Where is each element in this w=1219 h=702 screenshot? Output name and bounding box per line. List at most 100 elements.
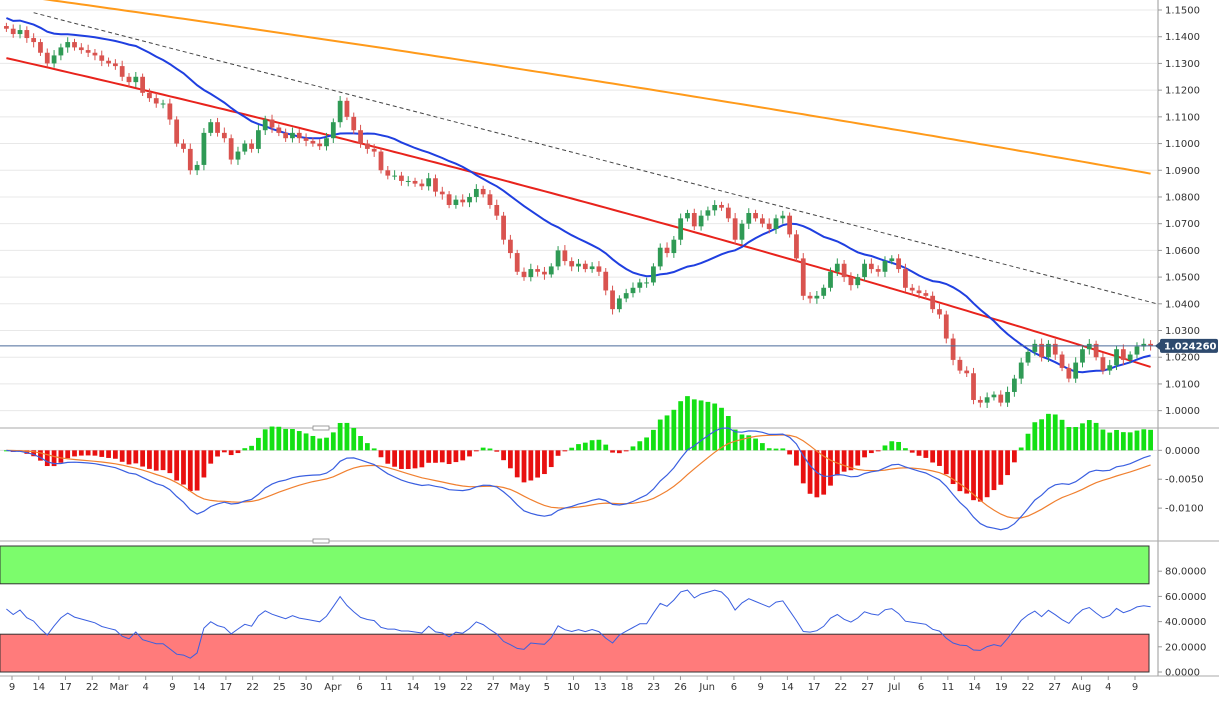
macd-histogram-bar	[821, 450, 827, 495]
macd-histogram-bar	[596, 439, 602, 451]
candle-body	[637, 282, 643, 288]
macd-histogram-bar	[582, 442, 588, 451]
candle-body	[623, 293, 629, 299]
macd-histogram-bar	[508, 450, 513, 469]
candle-body	[358, 130, 363, 144]
candle-body	[344, 100, 350, 117]
candle-body	[1086, 343, 1092, 350]
macd-histogram-bar	[555, 450, 561, 456]
rsi-tick-label: 80.0000	[1165, 567, 1206, 578]
macd-histogram-bar	[51, 450, 57, 467]
macd-histogram-bar	[535, 450, 541, 478]
macd-histogram-bar	[576, 444, 581, 451]
macd-histogram-bar	[800, 450, 806, 484]
candle-body	[446, 194, 452, 205]
candle-body	[875, 269, 881, 272]
time-tick-label: 9	[757, 682, 763, 693]
candle-body	[582, 263, 588, 270]
macd-histogram-bar	[1046, 413, 1051, 451]
macd-histogram-bar	[405, 450, 411, 469]
macd-histogram-bar	[855, 450, 861, 466]
candle-body	[44, 52, 50, 64]
macd-histogram-bar	[296, 431, 302, 451]
rsi-tick-label: 60.0000	[1165, 592, 1206, 603]
candle-body	[385, 170, 391, 176]
candle-body	[153, 98, 159, 104]
candle-body	[651, 266, 656, 283]
macd-histogram-bar	[1032, 422, 1038, 451]
macd-line	[6, 427, 1151, 531]
macd-histogram-bar	[419, 450, 425, 468]
macd-histogram-bar	[337, 422, 343, 451]
candle-body	[753, 213, 758, 219]
macd-histogram-bar	[256, 437, 261, 451]
macd-histogram-bar	[378, 450, 384, 458]
candle-body	[1066, 367, 1072, 379]
panel-resize-handle-1[interactable]	[312, 425, 330, 431]
candle-body	[317, 143, 323, 147]
candle-body	[133, 76, 139, 83]
candle-body	[439, 191, 445, 195]
candle-body	[760, 218, 765, 224]
macd-histogram-bar	[862, 450, 867, 458]
macd-histogram-bar	[964, 450, 970, 494]
macd-histogram-bar	[174, 450, 180, 481]
macd-histogram-bar	[1148, 429, 1153, 451]
macd-histogram-bar	[153, 450, 159, 471]
time-tick-label: Jul	[887, 682, 900, 693]
macd-histogram-bar	[930, 450, 936, 463]
macd-histogram-bar	[1100, 429, 1106, 451]
macd-histogram-bar	[249, 445, 254, 451]
macd-histogram-bar	[1066, 427, 1072, 451]
time-tick-label: 18	[621, 682, 634, 693]
macd-histogram-bar	[637, 441, 643, 451]
candle-body	[51, 55, 57, 64]
candle-body	[732, 218, 738, 240]
macd-histogram-bar	[1039, 419, 1045, 451]
rsi-tick-label: 40.0000	[1165, 617, 1206, 628]
time-tick-label: 14	[968, 682, 981, 693]
panel-resize-handle-2[interactable]	[312, 538, 330, 544]
candle-body	[725, 207, 731, 219]
candle-body	[78, 47, 84, 51]
macd-histogram-bar	[446, 450, 452, 465]
candle-body	[794, 234, 799, 259]
candle-body	[807, 295, 813, 299]
macd-histogram-bar	[746, 435, 752, 451]
candle-body	[1018, 362, 1024, 379]
candle-body	[705, 210, 711, 216]
ma-mid-line	[6, 57, 1151, 368]
macd-histogram-bar	[283, 428, 289, 451]
macd-histogram-bar	[235, 450, 241, 454]
macd-histogram-bar	[1093, 422, 1099, 451]
macd-histogram-bar	[1086, 420, 1092, 451]
macd-histogram-bar	[719, 407, 724, 451]
macd-histogram-bar	[971, 450, 976, 501]
candle-body	[201, 132, 207, 165]
macd-histogram-bar	[147, 450, 152, 469]
macd-histogram-bar	[167, 450, 173, 474]
candle-body	[426, 178, 432, 187]
time-tick-label: 13	[594, 682, 607, 693]
macd-histogram-bar	[678, 401, 684, 451]
time-tick-label: 11	[380, 682, 393, 693]
time-tick-label: 10	[567, 682, 580, 693]
candle-body	[998, 394, 1004, 403]
macd-tick-label: -0.0100	[1165, 504, 1204, 515]
time-tick-label: 4	[143, 682, 149, 693]
candle-body	[1052, 343, 1058, 355]
macd-histogram-bar	[957, 450, 963, 492]
macd-histogram-bar	[937, 450, 942, 466]
candle-body	[181, 143, 186, 149]
macd-histogram-bar	[889, 441, 895, 451]
macd-histogram-bar	[528, 450, 534, 481]
macd-histogram-bar	[106, 450, 111, 458]
time-tick-label: Apr	[324, 682, 342, 693]
macd-histogram-bar	[290, 428, 295, 451]
last-price-tag-arrow	[1155, 341, 1160, 350]
macd-histogram-bar	[773, 448, 779, 451]
macd-histogram-bar	[896, 441, 901, 451]
price-tick-label: 1.1400	[1165, 32, 1200, 43]
macd-histogram-bar	[998, 450, 1004, 485]
